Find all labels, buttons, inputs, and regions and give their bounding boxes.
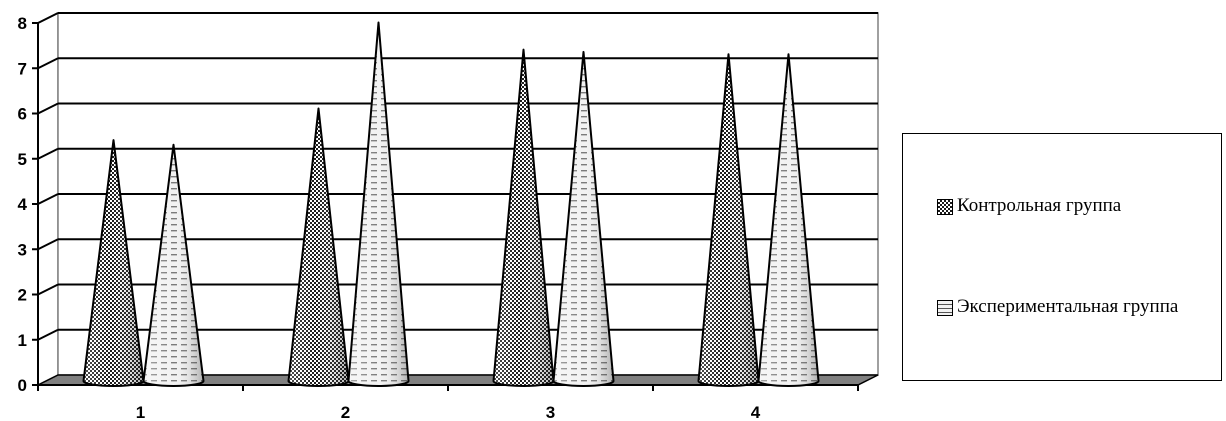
legend-label: Экспериментальная группа — [957, 296, 1179, 317]
x-tick-label: 4 — [751, 403, 761, 421]
gridline — [37, 193, 59, 205]
cone-experimental — [347, 21, 410, 387]
y-tick-label: 2 — [18, 286, 27, 305]
gridline — [37, 283, 59, 296]
checker-swatch-icon — [937, 199, 953, 215]
gridline — [37, 102, 59, 115]
x-tick-label: 1 — [136, 403, 145, 421]
cone-experimental — [757, 53, 820, 387]
y-tick-label: 8 — [18, 14, 27, 33]
y-tick-label: 0 — [18, 376, 27, 395]
legend-entry-experimental: Экспериментальная группа — [937, 296, 1207, 320]
y-tick-label: 7 — [18, 59, 27, 78]
x-tick-label: 3 — [546, 403, 555, 421]
y-tick-label: 1 — [18, 331, 27, 350]
cone-outline — [552, 50, 615, 387]
dash-swatch-icon — [937, 300, 953, 316]
cone-outline — [757, 53, 820, 387]
y-tick-label: 5 — [18, 150, 27, 169]
legend-label: Контрольная группа — [957, 195, 1122, 216]
chart: 0 1 2 3 4 5 6 7 8 1 2 3 4 — [18, 11, 879, 421]
y-tick-label: 4 — [18, 195, 28, 214]
legend: Контрольная группа Экспериментальная гру… — [902, 133, 1222, 381]
gridline — [37, 238, 59, 251]
cone-experimental — [552, 50, 615, 387]
gridline — [37, 57, 59, 70]
cone-experimental — [142, 143, 205, 387]
cones — [82, 21, 820, 387]
gridline — [37, 328, 59, 341]
cone-outline — [347, 21, 410, 387]
gridline — [37, 12, 59, 24]
y-tick-label: 6 — [18, 105, 27, 124]
x-axis-ticks: 1 2 3 4 — [37, 385, 859, 421]
x-tick-label: 2 — [341, 403, 350, 421]
legend-entry-control: Контрольная группа — [937, 195, 1207, 219]
cone-outline — [142, 143, 205, 387]
y-tick-label: 3 — [18, 240, 27, 259]
y-axis-ticks: 0 1 2 3 4 5 6 7 8 — [18, 14, 38, 395]
gridline — [37, 147, 59, 160]
